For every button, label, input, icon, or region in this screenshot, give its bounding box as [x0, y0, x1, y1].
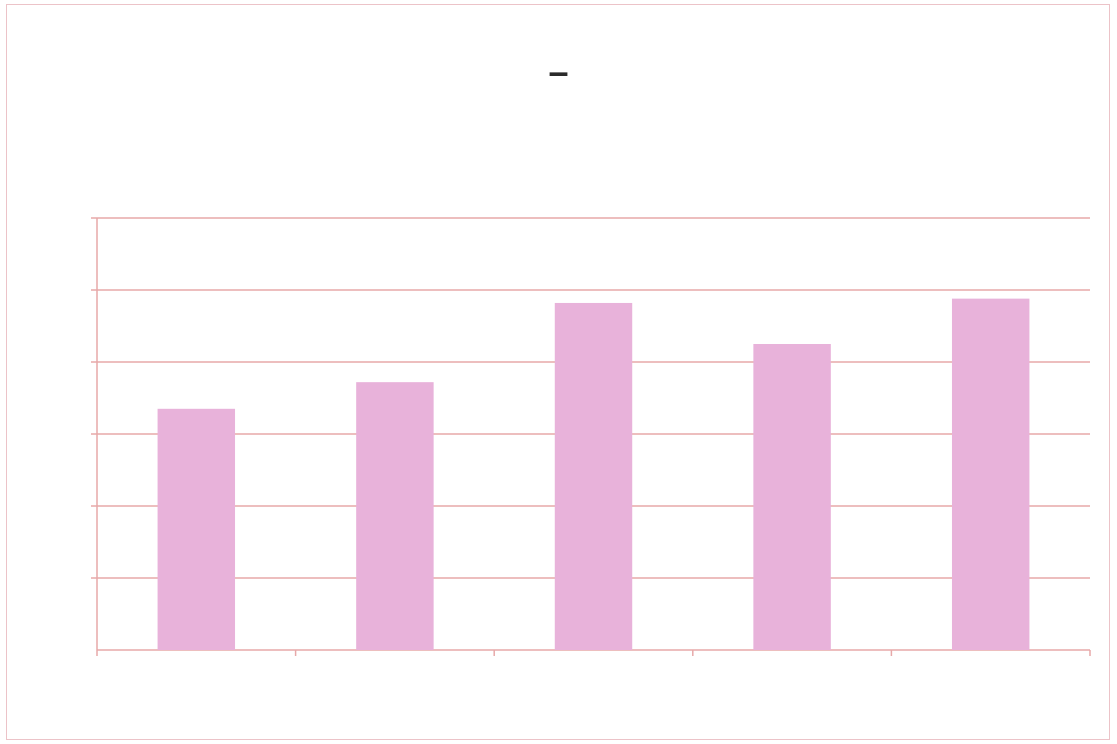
bar [554, 302, 633, 650]
chart-title: – [548, 51, 569, 92]
bar [951, 298, 1030, 650]
bar [356, 382, 434, 650]
bars [157, 298, 1030, 650]
bar [157, 408, 236, 650]
bar [753, 344, 831, 650]
